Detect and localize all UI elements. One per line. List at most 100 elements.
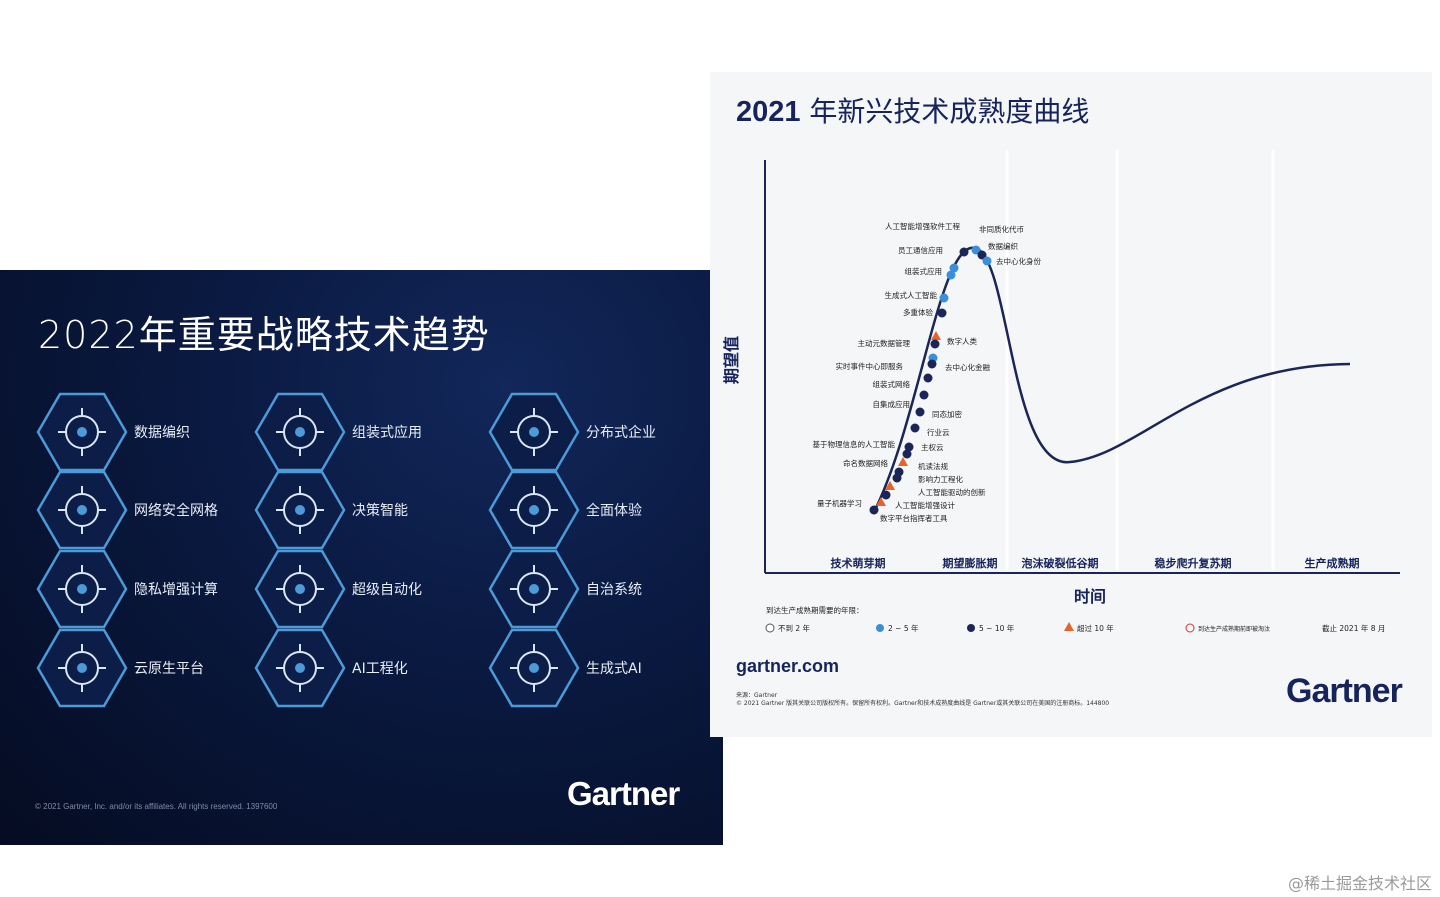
tech-label: 人工智能增强软件工程 (885, 221, 960, 231)
tech-label: 人工智能驱动的创新 (918, 487, 986, 497)
trend-item: 全面体验 (488, 470, 642, 550)
tech-label: 员工通信应用 (898, 245, 943, 255)
tech-label: 基于物理信息的人工智能 (813, 439, 896, 449)
tech-label: 非同质化代币 (979, 224, 1024, 234)
trend-item: 超级自动化 (254, 549, 422, 629)
tech-label: 组装式应用 (905, 266, 943, 276)
trend-label: 生成式AI (586, 661, 642, 677)
site-link[interactable]: gartner.com (736, 656, 840, 676)
tech-point (946, 270, 956, 280)
tech-point (910, 423, 920, 433)
cloud-network-icon (36, 628, 128, 708)
tech-point (869, 505, 879, 515)
tech-label: 去中心化身份 (996, 256, 1041, 266)
tech-label: 人工智能增强设计 (895, 500, 955, 510)
tech-label: 数据编织 (988, 241, 1018, 251)
decision-tree-icon (254, 470, 346, 550)
ai-head-icon (254, 628, 346, 708)
legend-item: 不到 2 年 (778, 623, 811, 633)
tech-label: 组装式网络 (873, 379, 911, 389)
tech-point (892, 473, 902, 483)
tech-point (915, 407, 925, 417)
tech-label: 量子机器学习 (817, 498, 862, 508)
copyright: © 2021 Gartner, Inc. and/or its affiliat… (35, 802, 278, 811)
tech-point (881, 490, 891, 500)
tech-point (959, 247, 969, 257)
tech-point (931, 331, 941, 340)
strategic-trends-slide: 2022年重要战略技术趋势 数据编织 组装式应用 分布式企业 网络安全网格 决策… (0, 270, 723, 845)
phase-label: 稳步爬升复苏期 (1155, 556, 1232, 570)
tech-label: 去中心化金融 (945, 362, 990, 372)
tech-point (919, 390, 929, 400)
tech-label: 命名数据网络 (843, 458, 888, 468)
tech-label: 主动元数据管理 (858, 338, 911, 348)
tech-label: 自集成应用 (873, 399, 911, 409)
legend-item: 5 ~ 10 年 (979, 623, 1015, 633)
tech-label: 多重体验 (903, 307, 933, 317)
gartner-logo: Gartner (567, 775, 680, 812)
trend-label: 隐私增强计算 (134, 582, 218, 598)
trend-item: 分布式企业 (488, 392, 656, 472)
tech-label: 生成式人工智能 (885, 290, 938, 300)
trend-item: 生成式AI (488, 628, 642, 708)
tech-point (977, 250, 987, 260)
trend-item: AI工程化 (254, 628, 408, 708)
target-icon (488, 549, 580, 629)
tech-point (982, 256, 992, 266)
tech-label: 同态加密 (932, 409, 962, 419)
tech-label: 行业云 (927, 427, 950, 437)
tech-label: 数字平台指挥者工具 (880, 513, 948, 523)
hype-curve (872, 246, 1351, 513)
tech-label: 影响力工程化 (918, 474, 963, 484)
legend-date: 截止 2021 年 8 月 (1322, 623, 1385, 633)
slide-title: 2021 年新兴技术成熟度曲线 (736, 95, 1090, 128)
tech-label: 主权云 (921, 442, 944, 452)
legend-item: 到达生产成熟期前即被淘汰 (1198, 625, 1270, 633)
trend-item: 数据编织 (36, 392, 190, 472)
trend-item: 决策智能 (254, 470, 408, 550)
trend-item: 组装式应用 (254, 392, 422, 472)
trend-label: AI工程化 (352, 661, 408, 677)
tech-point (949, 263, 959, 273)
trend-label: 数据编织 (134, 425, 190, 441)
security-mesh-icon (36, 470, 128, 550)
slide-title: 2022年重要战略技术趋势 (38, 313, 490, 357)
trend-label: 超级自动化 (352, 582, 422, 598)
y-axis-label: 期望值 (722, 336, 741, 384)
legend-item: 2 ~ 5 年 (888, 623, 919, 633)
gear-code-icon (254, 549, 346, 629)
trend-label: 全面体验 (586, 503, 642, 519)
phase-label: 技术萌芽期 (831, 556, 886, 570)
trend-item: 自治系统 (488, 549, 642, 629)
trend-label: 云原生平台 (134, 661, 204, 677)
cube-icon (254, 392, 346, 472)
tech-point (923, 373, 933, 383)
user-circle-icon (488, 470, 580, 550)
trend-label: 决策智能 (352, 503, 408, 519)
trend-item: 网络安全网格 (36, 470, 218, 550)
tech-point (971, 245, 981, 255)
source-note: 来源：Gartner © 2021 Gartner 版其关联公司版权所有。保留所有… (736, 692, 1110, 707)
tech-point (876, 497, 886, 506)
phase-label: 生产成熟期 (1305, 556, 1360, 570)
legend-marker (967, 624, 975, 632)
tech-point (898, 457, 908, 466)
legend-marker (765, 623, 775, 633)
legend-marker (876, 624, 884, 632)
hype-cycle-slide: 2021 年新兴技术成熟度曲线 期望值 时间 技术萌芽期 期望膨胀期 泡沫破裂低谷期 稳步… (710, 72, 1432, 737)
watermark: @稀土掘金技术社区 (1287, 874, 1432, 893)
trend-label: 网络安全网格 (134, 503, 218, 519)
tech-point (937, 308, 947, 318)
legend-item: 超过 10 年 (1077, 623, 1114, 633)
tech-point (885, 481, 895, 490)
trend-label: 自治系统 (586, 582, 642, 598)
shield-lock-icon (36, 549, 128, 629)
phase-label: 泡沫破裂低谷期 (1022, 556, 1099, 570)
legend-title: 到达生产成熟期需要的年限： (766, 605, 864, 615)
tech-point (930, 339, 940, 349)
funnel-icon (488, 628, 580, 708)
trend-item: 云原生平台 (36, 628, 204, 708)
legend-marker (1185, 623, 1195, 633)
x-axis-label: 时间 (1074, 587, 1106, 606)
legend-marker (1064, 622, 1074, 631)
